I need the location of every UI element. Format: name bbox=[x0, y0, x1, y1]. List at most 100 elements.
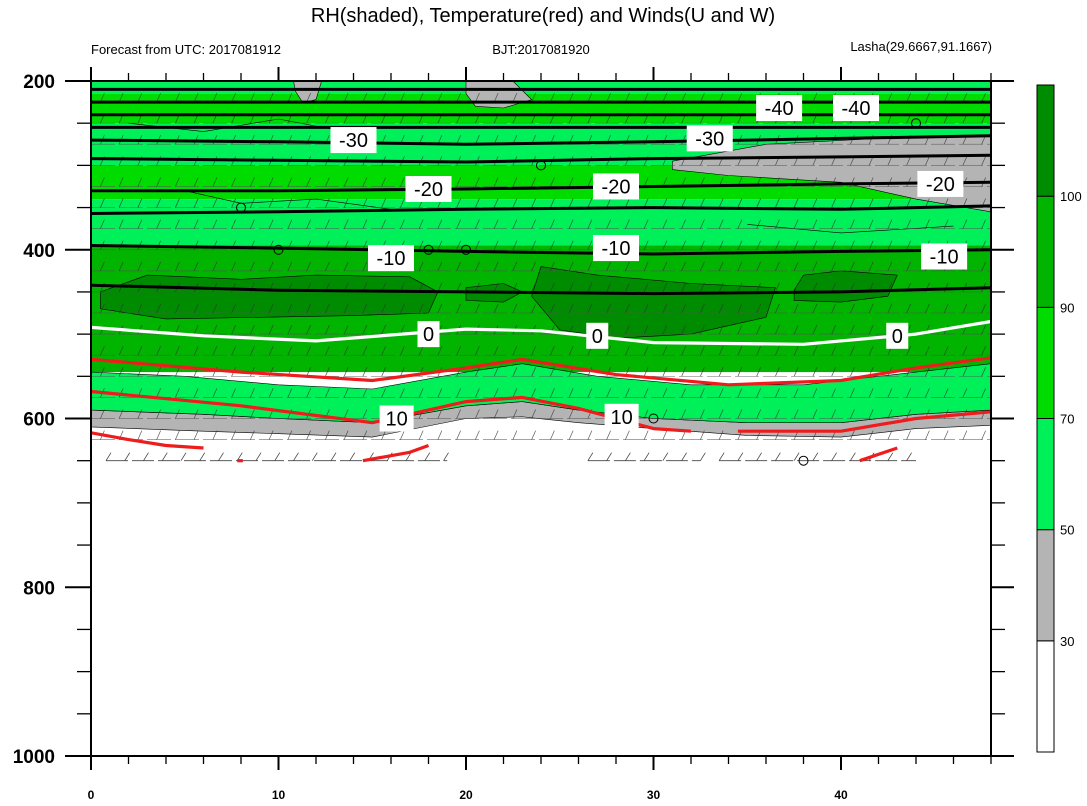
wind-barb-flag bbox=[850, 219, 855, 229]
wind-barb-flag bbox=[793, 303, 799, 314]
wind-barb-flag bbox=[981, 156, 986, 166]
colorbar-swatch bbox=[1036, 418, 1055, 531]
wind-barb-flag bbox=[981, 324, 986, 335]
wind-barb-flag bbox=[643, 388, 649, 398]
colorbar-tick-label: 50 bbox=[1060, 523, 1074, 538]
wind-barb-flag bbox=[587, 240, 593, 250]
wind-barb-flag bbox=[887, 219, 893, 229]
wind-barb-flag bbox=[231, 409, 236, 419]
wind-barb-flag bbox=[268, 177, 274, 187]
wind-barb-flag bbox=[981, 346, 986, 356]
x-tick-label: 30 bbox=[647, 788, 661, 802]
wind-barb-flag bbox=[100, 261, 105, 271]
wind-barb-flag bbox=[662, 261, 668, 271]
wind-barb-flag bbox=[156, 219, 161, 229]
wind-barb-flag bbox=[362, 346, 368, 356]
wind-barb-flag bbox=[437, 92, 443, 103]
wind-barb-flag bbox=[868, 219, 874, 229]
wind-barb-flag bbox=[831, 261, 836, 271]
wind-barb-flag bbox=[718, 303, 724, 314]
wind-barb-flag bbox=[737, 198, 743, 208]
wind-barb-flag bbox=[343, 367, 349, 377]
wind-barb-flag bbox=[475, 282, 480, 293]
wind-barb-flag bbox=[550, 346, 555, 356]
calm-wind-marker bbox=[273, 244, 284, 255]
wind-barb-flag bbox=[274, 452, 281, 461]
wind-barb-flag bbox=[137, 409, 143, 419]
wind-barb-flag bbox=[268, 261, 274, 271]
wind-barb-flag bbox=[700, 388, 705, 398]
wind-barb-flag bbox=[381, 219, 386, 229]
wind-barb-flag bbox=[325, 388, 330, 398]
wind-barb-flag bbox=[493, 367, 499, 377]
wind-barb-flag bbox=[437, 261, 443, 271]
wind-barb-flag bbox=[175, 261, 180, 271]
wind-barb-flag bbox=[943, 156, 949, 166]
wind-barb-flag bbox=[231, 303, 236, 314]
wind-barb-flag bbox=[287, 92, 293, 103]
wind-barb-flag bbox=[193, 303, 199, 314]
temperature-contour--20-0 bbox=[91, 180, 991, 193]
wind-barb-flag bbox=[493, 198, 499, 208]
contour-label-13: 10 bbox=[379, 405, 414, 432]
wind-barb-flag bbox=[887, 430, 893, 440]
contour-label-text: 0 bbox=[423, 324, 434, 346]
wind-barb-flag bbox=[306, 92, 311, 103]
contour-label-text: -10 bbox=[930, 247, 959, 269]
contour-label-text: -30 bbox=[339, 130, 368, 152]
wind-barb-flag bbox=[456, 92, 461, 103]
wind-barb-flag bbox=[700, 409, 705, 419]
wind-barb-flag bbox=[118, 219, 124, 229]
wind-barb-flag bbox=[287, 324, 293, 335]
wind-barb-flag bbox=[568, 219, 574, 229]
wind-barb-flag bbox=[662, 198, 668, 208]
temperature-contour-10-4 bbox=[362, 443, 430, 463]
wind-barb-flag bbox=[625, 261, 630, 271]
wind-barb-flag bbox=[231, 198, 236, 208]
wind-barb-flag bbox=[868, 346, 874, 356]
wind-barb-flag bbox=[231, 261, 236, 271]
wind-barb-flag bbox=[199, 452, 206, 461]
wind-barb-flag bbox=[962, 367, 968, 377]
wind-barb-flag bbox=[587, 452, 594, 461]
wind-barb-flag bbox=[568, 92, 574, 103]
wind-barb-flag bbox=[212, 388, 218, 398]
wind-barb-flag bbox=[775, 261, 780, 271]
wind-barb-flag bbox=[343, 177, 349, 187]
wind-barb-flag bbox=[531, 219, 536, 229]
wind-barb-flag bbox=[812, 240, 818, 250]
wind-barb-flag bbox=[343, 409, 349, 419]
wind-barb-flag bbox=[437, 219, 443, 229]
rh-band-mid bbox=[91, 199, 991, 246]
wind-barb-flag bbox=[793, 324, 799, 335]
wind-barb-flag bbox=[550, 282, 555, 293]
wind-barb-flag bbox=[100, 367, 105, 377]
wind-barb-flag bbox=[493, 303, 499, 314]
wind-barb-flag bbox=[700, 346, 705, 356]
wind-barb-flag bbox=[531, 346, 536, 356]
wind-barb-flag bbox=[100, 219, 105, 229]
wind-barb-flag bbox=[850, 198, 855, 208]
wind-barb-flag bbox=[718, 409, 724, 419]
wind-barb-flag bbox=[643, 198, 649, 208]
wind-barb-flag bbox=[343, 346, 349, 356]
wind-barb-flag bbox=[737, 219, 743, 229]
wind-barb-flag bbox=[250, 219, 255, 229]
wind-barb-flag bbox=[512, 346, 518, 356]
wind-barb-flag bbox=[250, 409, 255, 419]
wind-barb-flag bbox=[662, 388, 668, 398]
wind-barb-flag bbox=[118, 177, 124, 187]
contour-label-text: -40 bbox=[765, 98, 794, 120]
wind-barb-flag bbox=[156, 409, 161, 419]
wind-barb-flag bbox=[643, 219, 649, 229]
wind-barb-flag bbox=[531, 282, 536, 293]
wind-barb-flag bbox=[925, 156, 930, 166]
wind-barb-flag bbox=[850, 346, 855, 356]
wind-barb-flag bbox=[737, 367, 743, 377]
wind-barb-flag bbox=[793, 388, 799, 398]
wind-barb-flag bbox=[456, 303, 461, 314]
wind-barb-flag bbox=[793, 452, 800, 461]
wind-barb-flag bbox=[550, 388, 555, 398]
wind-barb-flag bbox=[962, 388, 968, 398]
wind-barb-flag bbox=[381, 388, 386, 398]
